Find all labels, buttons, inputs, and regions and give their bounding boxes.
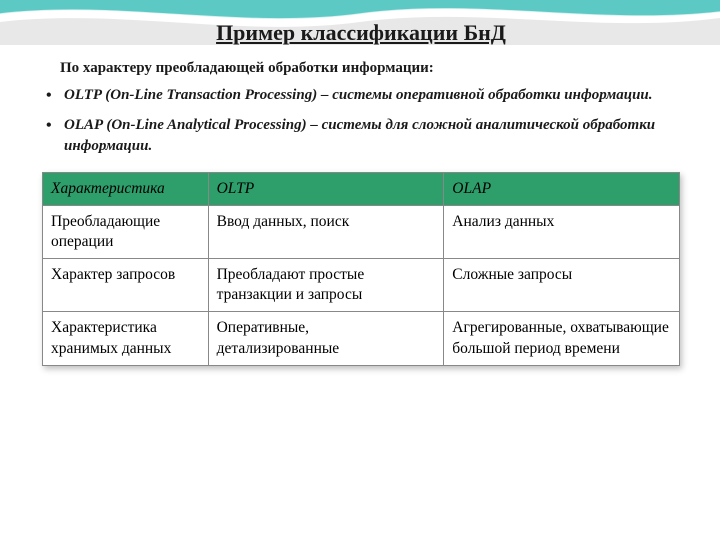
table-row: Характеристика хранимых данных Оперативн… — [43, 312, 680, 365]
slide-title: Пример классификации БнД — [122, 20, 600, 46]
bullet-item: OLAP (On-Line Analytical Processing) – с… — [42, 115, 680, 156]
slide-subtitle: По характеру преобладающей обработки инф… — [60, 60, 680, 77]
table-row: Преобладающие операции Ввод данных, поис… — [43, 205, 680, 258]
table-cell: Ввод данных, поиск — [208, 205, 444, 258]
slide-content: Пример классификации БнД По характеру пр… — [0, 0, 720, 386]
table-cell: Преобладают простые транзакции и запросы — [208, 259, 444, 312]
bullet-list: OLTP (On-Line Transaction Processing) – … — [42, 85, 680, 156]
comparison-table: Характеристика OLTP OLAP Преобладающие о… — [42, 172, 680, 366]
table-cell: Анализ данных — [444, 205, 680, 258]
bullet-item: OLTP (On-Line Transaction Processing) – … — [42, 85, 680, 105]
table-header-row: Характеристика OLTP OLAP — [43, 172, 680, 205]
table-cell: Агрегированные, охватывающие большой пер… — [444, 312, 680, 365]
table-cell: Сложные запросы — [444, 259, 680, 312]
table-cell: Преобладающие операции — [43, 205, 209, 258]
table-cell: Характер запросов — [43, 259, 209, 312]
table-cell: Оперативные, детализированные — [208, 312, 444, 365]
table-row: Характер запросов Преобладают простые тр… — [43, 259, 680, 312]
table-header-cell: OLTP — [208, 172, 444, 205]
table-cell: Характеристика хранимых данных — [43, 312, 209, 365]
table-header-cell: OLAP — [444, 172, 680, 205]
table-header-cell: Характеристика — [43, 172, 209, 205]
